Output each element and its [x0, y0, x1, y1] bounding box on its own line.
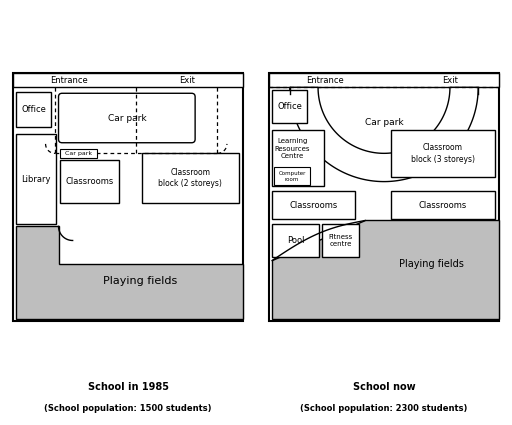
Text: (School population: 2300 students): (School population: 2300 students) — [301, 404, 467, 413]
Bar — [269, 73, 499, 88]
Text: Office: Office — [22, 105, 46, 114]
Bar — [391, 191, 495, 219]
Bar — [272, 90, 307, 123]
Bar — [322, 224, 359, 257]
FancyBboxPatch shape — [58, 93, 195, 143]
Text: Classrooms: Classrooms — [419, 201, 467, 210]
Bar — [274, 167, 310, 185]
Text: Playing fields: Playing fields — [399, 259, 463, 269]
Text: Playing fields: Playing fields — [102, 275, 177, 286]
Text: Computer
room: Computer room — [279, 171, 306, 182]
Text: Classrooms: Classrooms — [65, 177, 113, 186]
Polygon shape — [272, 221, 499, 319]
Bar — [272, 191, 354, 219]
Text: (School population: 1500 students): (School population: 1500 students) — [44, 404, 212, 413]
Bar — [13, 73, 243, 88]
Text: Pool: Pool — [287, 236, 305, 245]
Text: Classroom
block (3 storeys): Classroom block (3 storeys) — [411, 143, 475, 164]
Text: School now: School now — [353, 382, 415, 393]
Text: Car park: Car park — [365, 118, 403, 127]
Polygon shape — [290, 88, 478, 181]
Text: Learning
Resources
Centre: Learning Resources Centre — [274, 138, 310, 159]
Bar — [16, 92, 51, 128]
Bar — [60, 149, 97, 158]
Text: School in 1985: School in 1985 — [88, 382, 168, 393]
Text: Classroom
block (2 storeys): Classroom block (2 storeys) — [159, 168, 222, 188]
Polygon shape — [16, 227, 243, 319]
Text: Car park: Car park — [108, 113, 146, 122]
Text: Classrooms: Classrooms — [289, 201, 337, 210]
Text: Exit: Exit — [179, 76, 195, 85]
Text: Exit: Exit — [442, 76, 458, 85]
Text: Fitness
centre: Fitness centre — [328, 234, 353, 247]
Text: Library: Library — [22, 175, 51, 184]
Text: Entrance: Entrance — [306, 76, 344, 85]
Bar — [272, 224, 319, 257]
Text: Car park: Car park — [65, 151, 92, 156]
Text: Entrance: Entrance — [50, 76, 88, 85]
Bar — [391, 130, 495, 177]
Bar — [272, 130, 324, 186]
Text: Office: Office — [278, 102, 302, 111]
Bar — [142, 153, 239, 203]
Bar — [60, 160, 119, 203]
Bar — [16, 134, 56, 224]
